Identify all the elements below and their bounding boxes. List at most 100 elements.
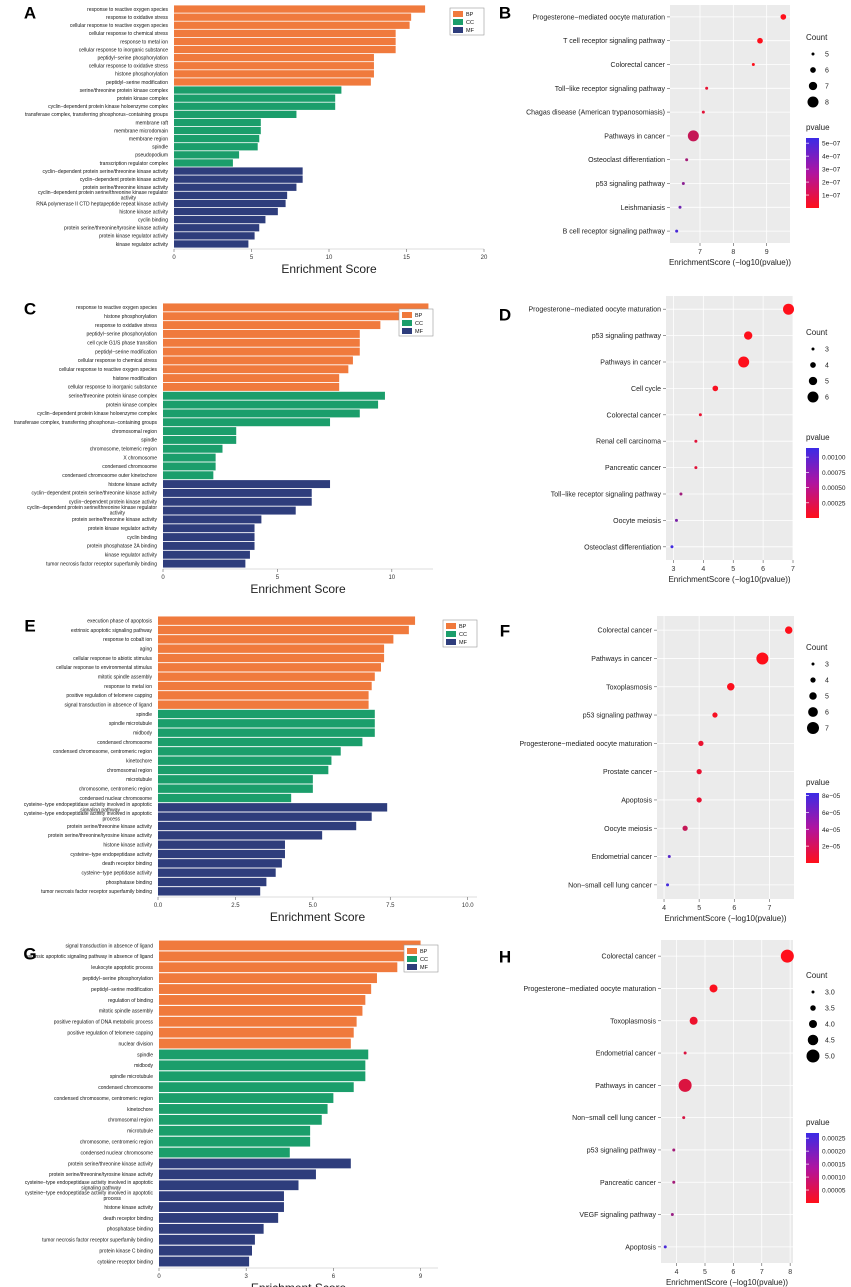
bar-mf xyxy=(174,232,255,240)
size-legend-label: 8 xyxy=(825,100,829,107)
pathway-label: VEGF signaling pathway xyxy=(579,1212,656,1219)
bar-category-label: phosphatase binding xyxy=(106,880,152,886)
bar-cc xyxy=(163,400,379,409)
pathway-label: Endometrial cancer xyxy=(596,1051,657,1058)
size-legend-title: Count xyxy=(806,643,828,652)
legend-swatch-cc xyxy=(446,631,456,637)
bar-mf xyxy=(159,1213,279,1223)
pathway-label: Non−small cell lung cancer xyxy=(568,882,653,889)
bar-category-label: positive regulation of DNA metabolic pro… xyxy=(54,1020,154,1026)
bar-category-label: response to metal ion xyxy=(104,684,152,690)
bar-bp xyxy=(174,78,371,86)
colorbar-label: 4e−07 xyxy=(822,154,841,161)
bar-category-label: death receptor binding xyxy=(102,861,152,867)
pathway-label: p53 signaling pathway xyxy=(592,333,662,340)
bar-cc xyxy=(174,143,258,151)
size-legend-label: 4 xyxy=(825,363,829,370)
legend-swatch-mf xyxy=(446,639,456,645)
bar-category-label: kinase regulator activity xyxy=(116,242,169,248)
bar-mf xyxy=(159,1191,284,1202)
colorbar xyxy=(806,138,819,208)
bar-category-label: condensed chromosome, centromeric region xyxy=(54,1096,153,1102)
bar-category-label: cellular response to reactive oxygen spe… xyxy=(59,367,158,373)
pathway-label: Pancreatic cancer xyxy=(605,465,662,472)
pathway-label: Colorectal cancer xyxy=(602,954,657,961)
x-tick-label: 7 xyxy=(767,905,771,912)
panel-label: B xyxy=(499,3,511,22)
bar-category-label: signal transduction in absence of ligand xyxy=(64,702,152,708)
bar-cc xyxy=(158,756,332,765)
dot-point xyxy=(666,883,670,887)
pathway-label: B cell receptor signaling pathway xyxy=(563,229,666,236)
bar-bp xyxy=(174,54,374,62)
bar-category-label-continued: signaling pathway xyxy=(81,1185,121,1191)
bar-cc xyxy=(159,1147,290,1158)
pathway-label: p53 signaling pathway xyxy=(583,713,653,720)
legend-label-mf: MF xyxy=(420,965,429,971)
bar-bp xyxy=(159,1016,357,1027)
bar-cc xyxy=(158,775,313,784)
size-legend-label: 6 xyxy=(825,395,829,402)
legend-swatch-mf xyxy=(453,27,463,33)
pathway-label: Apoptosis xyxy=(621,797,652,804)
bar-category-label: cellular response to chemical stress xyxy=(89,31,169,37)
x-tick-label: 3 xyxy=(672,566,676,573)
bar-category-label: condensed chromosome outer kinetochore xyxy=(62,473,157,479)
pathway-label: Pathways in cancer xyxy=(604,133,665,140)
bar-cc xyxy=(158,765,329,775)
x-tick-label: 6 xyxy=(761,566,765,573)
bar-mf xyxy=(158,803,388,812)
bar-category-label: peptidyl−serine modification xyxy=(95,349,157,355)
bar-category-label: tumor necrosis factor receptor superfami… xyxy=(41,889,152,895)
bar-category-label: histone kinase activity xyxy=(108,482,157,488)
bar-category-label: cysteine−type endopeptidase activity inv… xyxy=(25,1180,154,1186)
pathway-label: Progesterone−mediated oocyte maturation xyxy=(529,307,662,314)
bar-bp xyxy=(159,1005,363,1016)
bar-category-label: kinetochore xyxy=(126,758,152,764)
bar-mf xyxy=(174,224,260,232)
size-legend-label: 4.0 xyxy=(825,1022,835,1029)
dot-point xyxy=(783,303,795,315)
bar-category-label: peptidyl−serine phosphorylation xyxy=(83,976,154,982)
size-legend-dot xyxy=(811,662,815,666)
pathway-label: Prostate cancer xyxy=(603,769,653,776)
bar-category-label: cysteine−type endopeptidase activity inv… xyxy=(24,802,153,808)
bar-category-label: protein kinase regulator activity xyxy=(88,526,157,532)
bar-mf xyxy=(158,849,285,859)
pathway-label: Progesterone−mediated oocyte maturation xyxy=(524,986,657,993)
bar-bp xyxy=(174,37,396,46)
bar-category-label: pseudopodium xyxy=(135,153,168,159)
bar-category-label: spindle xyxy=(141,438,157,444)
x-tick-label: 9 xyxy=(765,249,769,256)
size-legend-dot xyxy=(811,990,815,994)
bar-category-label: spindle microtubule xyxy=(110,1074,153,1080)
bar-bp xyxy=(174,21,410,29)
bar-bp xyxy=(163,365,349,374)
bar-mf xyxy=(174,199,286,208)
bar-mf xyxy=(163,533,255,542)
size-legend-dot xyxy=(807,1034,819,1046)
bar-category-label: histone kinase activity xyxy=(119,209,168,215)
bar-category-label-continued: process xyxy=(103,1196,121,1202)
bar-mf xyxy=(163,550,250,559)
pathway-label: Oocyte meiosis xyxy=(613,518,661,525)
bar-cc xyxy=(174,94,336,102)
dot-point xyxy=(756,652,769,665)
bar-mf xyxy=(159,1256,250,1267)
bar-category-label: histone kinase activity xyxy=(103,842,152,848)
dot-point xyxy=(696,797,702,803)
bar-mf xyxy=(159,1223,264,1234)
bar-mf xyxy=(158,840,285,849)
bar-bp xyxy=(163,382,340,391)
x-tick-label: 5 xyxy=(731,566,735,573)
bar-category-label: serine/threonine protein kinase complex xyxy=(69,394,158,400)
bar-category-label: peptidyl−serine modification xyxy=(106,80,168,86)
legend-swatch-bp xyxy=(402,312,412,318)
bar-category-label: cellular response to reactive oxygen spe… xyxy=(70,23,169,29)
size-legend-label: 7 xyxy=(825,726,829,733)
bar-cc xyxy=(163,453,216,462)
bar-cc xyxy=(163,409,360,418)
bar-mf xyxy=(158,831,323,840)
pathway-label: Colorectal cancer xyxy=(611,62,666,69)
dot-point xyxy=(738,356,750,368)
